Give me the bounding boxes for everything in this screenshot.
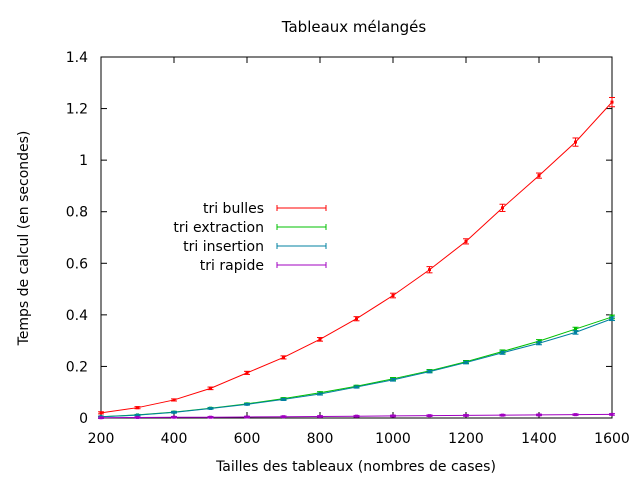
x-tick-label: 1400 bbox=[521, 431, 557, 447]
data-point bbox=[355, 317, 358, 321]
data-point bbox=[537, 413, 541, 417]
data-point bbox=[209, 386, 212, 390]
data-point bbox=[428, 414, 431, 418]
data-point bbox=[428, 370, 431, 374]
data-point bbox=[282, 355, 285, 359]
x-axis-title: Tailles des tableaux (nombres de cases) bbox=[215, 459, 496, 475]
series-tri-extraction bbox=[98, 314, 615, 419]
data-point bbox=[391, 294, 395, 298]
data-point bbox=[282, 397, 285, 401]
x-tick-label: 1600 bbox=[594, 431, 630, 447]
series-tri-insertion bbox=[98, 316, 615, 419]
data-point bbox=[610, 412, 614, 416]
plot-series bbox=[98, 96, 615, 420]
y-tick-label: 0.6 bbox=[66, 256, 88, 272]
data-point bbox=[136, 413, 139, 417]
y-tick-label: 0 bbox=[79, 411, 88, 427]
data-point bbox=[574, 327, 577, 331]
axis-ticks: 200 400 600 800 1000 1200 1400 1600 0 0.2 0.4 0.6 0.… bbox=[66, 50, 630, 447]
y-tick-label: 0.4 bbox=[66, 308, 88, 324]
data-point bbox=[318, 337, 322, 341]
data-point bbox=[99, 416, 103, 420]
data-point bbox=[464, 413, 468, 417]
data-point bbox=[610, 100, 614, 104]
data-point bbox=[318, 414, 322, 418]
x-tick-label: 200 bbox=[88, 431, 115, 447]
data-point bbox=[172, 410, 176, 414]
data-point bbox=[172, 415, 176, 419]
y-tick-label: 0.2 bbox=[66, 359, 88, 375]
x-tick-label: 1000 bbox=[375, 431, 411, 447]
data-point bbox=[574, 330, 577, 334]
data-point bbox=[464, 239, 468, 243]
series-line bbox=[100, 101, 613, 414]
data-point bbox=[209, 415, 212, 419]
y-axis-title: Temps de calcul (en secondes) bbox=[16, 131, 32, 347]
data-point bbox=[209, 406, 212, 410]
x-tick-label: 800 bbox=[307, 431, 334, 447]
x-tick-label: 400 bbox=[161, 431, 188, 447]
data-point bbox=[245, 402, 249, 406]
legend-entry: tri insertion bbox=[183, 239, 327, 255]
data-point bbox=[136, 415, 139, 419]
data-point bbox=[464, 361, 468, 365]
plot-area-frame bbox=[100, 56, 613, 419]
series-tri-rapide bbox=[98, 412, 615, 420]
x-tick-label: 600 bbox=[234, 431, 261, 447]
data-point bbox=[428, 268, 431, 272]
legend-label: tri insertion bbox=[183, 239, 264, 255]
legend-label: tri bulles bbox=[203, 201, 264, 217]
legend-entry: tri bulles bbox=[203, 201, 327, 217]
data-point bbox=[391, 414, 395, 418]
data-point bbox=[574, 140, 577, 144]
data-point bbox=[355, 414, 358, 418]
legend: tri bulles tri extraction tri insertion tri… bbox=[173, 201, 327, 274]
data-point bbox=[282, 415, 285, 419]
y-tick-label: 1.4 bbox=[66, 50, 88, 66]
data-point bbox=[501, 351, 504, 355]
data-point bbox=[501, 206, 504, 210]
y-tick-label: 1.2 bbox=[66, 102, 88, 118]
series-line bbox=[100, 316, 613, 418]
legend-label: tri rapide bbox=[200, 258, 264, 274]
data-point bbox=[136, 406, 139, 410]
data-point bbox=[574, 413, 577, 417]
legend-entry: tri extraction bbox=[173, 220, 327, 236]
data-point bbox=[245, 371, 249, 375]
legend-label: tri extraction bbox=[173, 220, 264, 236]
legend-entry: tri rapide bbox=[200, 258, 327, 274]
y-tick-label: 0.8 bbox=[66, 205, 88, 221]
data-point bbox=[537, 174, 541, 178]
x-tick-label: 1200 bbox=[448, 431, 484, 447]
data-point bbox=[391, 378, 395, 382]
data-point bbox=[501, 413, 504, 417]
series-line bbox=[100, 318, 613, 418]
series-tri-bulles bbox=[98, 96, 615, 415]
data-point bbox=[99, 411, 103, 415]
chart-title: Tableaux mélangés bbox=[281, 18, 427, 36]
data-point bbox=[355, 385, 358, 389]
y-tick-label: 1 bbox=[79, 153, 88, 169]
data-point bbox=[610, 317, 614, 321]
data-point bbox=[537, 341, 541, 345]
data-point bbox=[537, 339, 541, 343]
data-point bbox=[318, 392, 322, 396]
data-point bbox=[172, 398, 176, 402]
data-point bbox=[245, 415, 249, 419]
